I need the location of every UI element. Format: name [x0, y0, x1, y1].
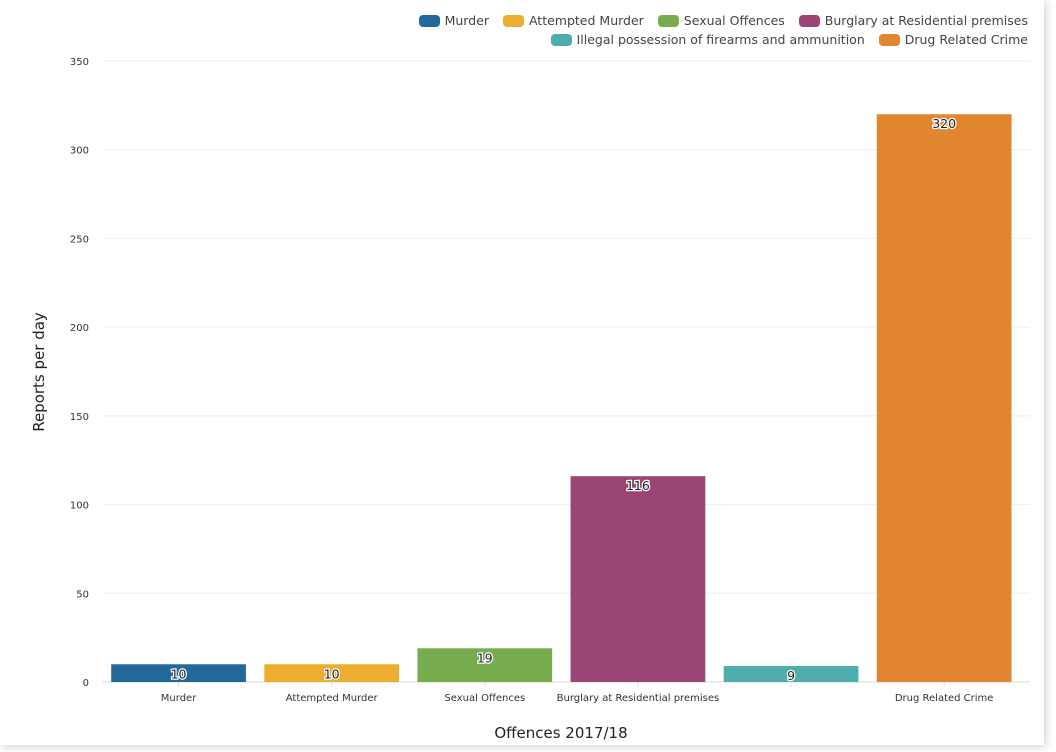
- legend-label: Burglary at Residential premises: [824, 13, 1028, 28]
- bar: [876, 114, 1012, 682]
- data-label: 9: [787, 668, 795, 683]
- x-tick-label: Burglary at Residential premises: [557, 693, 720, 704]
- y-tick-label: 350: [70, 57, 89, 68]
- legend-label: Attempted Murder: [528, 13, 644, 28]
- legend-item[interactable]: Sexual Offences: [657, 12, 785, 29]
- x-tick-label: Drug Related Crime: [895, 693, 994, 704]
- bar: [111, 664, 246, 682]
- bar: [723, 666, 859, 682]
- legend-swatch: [878, 33, 900, 46]
- legend-item[interactable]: Murder: [418, 12, 489, 29]
- bar: [417, 648, 553, 682]
- legend-swatch: [798, 14, 820, 27]
- legend-item[interactable]: Illegal possession of firearms and ammun…: [550, 31, 865, 48]
- legend-item[interactable]: Burglary at Residential premises: [798, 12, 1028, 29]
- data-label: 10: [324, 666, 340, 681]
- legend-label: Murder: [444, 13, 489, 28]
- legend-item[interactable]: Drug Related Crime: [878, 31, 1028, 48]
- chart-card: [0, 0, 1044, 745]
- y-tick-label: 300: [70, 146, 89, 157]
- y-tick-label: 0: [83, 678, 89, 689]
- legend-swatch: [502, 14, 524, 27]
- legend-swatch: [418, 14, 440, 27]
- y-tick-label: 100: [70, 501, 89, 512]
- data-label: 19: [477, 650, 493, 665]
- data-label: 116: [626, 478, 650, 493]
- bar: [264, 664, 400, 682]
- x-tick-label: Attempted Murder: [286, 693, 379, 704]
- legend-label: Illegal possession of firearms and ammun…: [576, 32, 865, 47]
- y-tick-label: 150: [70, 412, 89, 423]
- data-label: 320: [932, 116, 956, 131]
- legend: Murder Attempted Murder Sexual Offences Bur…: [128, 12, 1028, 48]
- legend-swatch: [657, 14, 679, 27]
- data-label: 10: [171, 666, 187, 681]
- y-tick-label: 200: [70, 323, 89, 334]
- x-tick-label: Sexual Offences: [444, 693, 525, 704]
- bar: [570, 476, 706, 682]
- legend-item[interactable]: Attempted Murder: [502, 12, 644, 29]
- legend-label: Sexual Offences: [683, 13, 785, 28]
- legend-label: Drug Related Crime: [904, 32, 1028, 47]
- y-tick-label: 50: [76, 589, 89, 600]
- y-tick-label: 250: [70, 234, 89, 245]
- legend-swatch: [550, 33, 572, 46]
- y-axis-title: Reports per day: [30, 312, 48, 432]
- x-tick-label: Murder: [161, 693, 197, 704]
- x-axis-title: Offences 2017/18: [494, 724, 627, 742]
